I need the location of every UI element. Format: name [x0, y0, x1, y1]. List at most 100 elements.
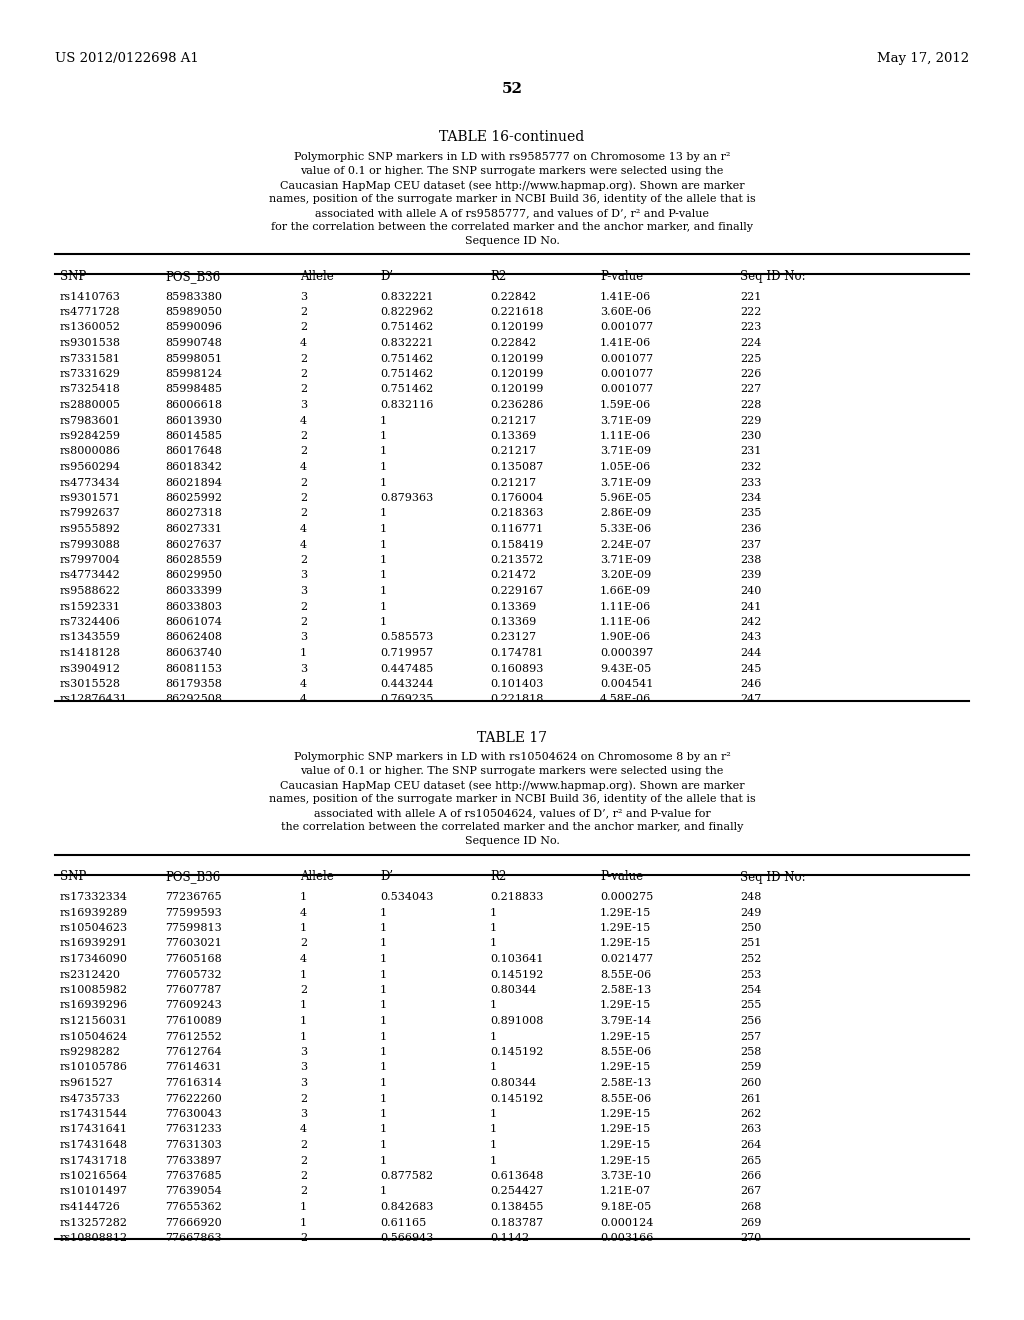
Text: 1.29E-15: 1.29E-15	[600, 1155, 651, 1166]
Text: 2: 2	[300, 432, 307, 441]
Text: 85998124: 85998124	[165, 370, 222, 379]
Text: 1: 1	[380, 1140, 387, 1150]
Text: 1: 1	[380, 1078, 387, 1088]
Text: 2: 2	[300, 508, 307, 519]
Text: rs12876431: rs12876431	[60, 694, 128, 705]
Text: 0.751462: 0.751462	[380, 384, 433, 395]
Text: 86028559: 86028559	[165, 554, 222, 565]
Text: 1: 1	[380, 616, 387, 627]
Text: 1: 1	[380, 1109, 387, 1119]
Text: rs10216564: rs10216564	[60, 1171, 128, 1181]
Text: 1: 1	[380, 923, 387, 933]
Text: 0.103641: 0.103641	[490, 954, 544, 964]
Text: Sequence ID No.: Sequence ID No.	[465, 837, 559, 846]
Text: 4: 4	[300, 694, 307, 705]
Text: 86033803: 86033803	[165, 602, 222, 611]
Text: rs10808812: rs10808812	[60, 1233, 128, 1243]
Text: 1.29E-15: 1.29E-15	[600, 908, 651, 917]
Text: 77633897: 77633897	[165, 1155, 221, 1166]
Text: 77622260: 77622260	[165, 1093, 222, 1104]
Text: 4: 4	[300, 908, 307, 917]
Text: 77639054: 77639054	[165, 1187, 222, 1196]
Text: 86027318: 86027318	[165, 508, 222, 519]
Text: 4: 4	[300, 338, 307, 348]
Text: rs7331581: rs7331581	[60, 354, 121, 363]
Text: 240: 240	[740, 586, 762, 597]
Text: 1.11E-06: 1.11E-06	[600, 616, 651, 627]
Text: 0.183787: 0.183787	[490, 1217, 543, 1228]
Text: 8.55E-06: 8.55E-06	[600, 969, 651, 979]
Text: rs10085982: rs10085982	[60, 985, 128, 995]
Text: the correlation between the correlated marker and the anchor marker, and finally: the correlation between the correlated m…	[281, 822, 743, 833]
Text: rs17431641: rs17431641	[60, 1125, 128, 1134]
Text: P-value: P-value	[600, 271, 643, 282]
Text: rs4144726: rs4144726	[60, 1203, 121, 1212]
Text: 229: 229	[740, 416, 762, 425]
Text: 1.59E-06: 1.59E-06	[600, 400, 651, 411]
Text: rs8000086: rs8000086	[60, 446, 121, 457]
Text: May 17, 2012: May 17, 2012	[877, 51, 969, 65]
Text: 269: 269	[740, 1217, 762, 1228]
Text: 243: 243	[740, 632, 762, 643]
Text: associated with allele A of rs10504624, values of D’, r² and P-value for: associated with allele A of rs10504624, …	[313, 808, 711, 818]
Text: 2: 2	[300, 1187, 307, 1196]
Text: 77630043: 77630043	[165, 1109, 222, 1119]
Text: 234: 234	[740, 492, 762, 503]
Text: 1.29E-15: 1.29E-15	[600, 939, 651, 949]
Text: 238: 238	[740, 554, 762, 565]
Text: 249: 249	[740, 908, 762, 917]
Text: rs17346090: rs17346090	[60, 954, 128, 964]
Text: rs1592331: rs1592331	[60, 602, 121, 611]
Text: Polymorphic SNP markers in LD with rs9585777 on Chromosome 13 by an r²: Polymorphic SNP markers in LD with rs958…	[294, 152, 730, 162]
Text: 267: 267	[740, 1187, 761, 1196]
Text: 0.22842: 0.22842	[490, 292, 537, 301]
Text: 1.29E-15: 1.29E-15	[600, 1031, 651, 1041]
Text: 251: 251	[740, 939, 762, 949]
Text: 4: 4	[300, 678, 307, 689]
Text: 0.120199: 0.120199	[490, 322, 544, 333]
Text: rs16939291: rs16939291	[60, 939, 128, 949]
Text: 0.218363: 0.218363	[490, 508, 544, 519]
Text: 3.71E-09: 3.71E-09	[600, 446, 651, 457]
Text: 1: 1	[380, 554, 387, 565]
Text: 9.18E-05: 9.18E-05	[600, 1203, 651, 1212]
Text: 77666920: 77666920	[165, 1217, 222, 1228]
Text: 1: 1	[380, 954, 387, 964]
Text: 85998485: 85998485	[165, 384, 222, 395]
Text: 3: 3	[300, 632, 307, 643]
Text: 248: 248	[740, 892, 762, 902]
Text: 265: 265	[740, 1155, 762, 1166]
Text: 3: 3	[300, 1063, 307, 1072]
Text: 3.71E-09: 3.71E-09	[600, 554, 651, 565]
Text: 77605732: 77605732	[165, 969, 221, 979]
Text: 0.21217: 0.21217	[490, 446, 537, 457]
Text: 86006618: 86006618	[165, 400, 222, 411]
Text: 0.719957: 0.719957	[380, 648, 433, 657]
Text: 230: 230	[740, 432, 762, 441]
Text: 3.71E-09: 3.71E-09	[600, 416, 651, 425]
Text: 1: 1	[380, 508, 387, 519]
Text: 0.001077: 0.001077	[600, 384, 653, 395]
Text: rs3015528: rs3015528	[60, 678, 121, 689]
Text: POS_B36: POS_B36	[165, 271, 220, 282]
Text: 77612764: 77612764	[165, 1047, 221, 1057]
Text: 0.120199: 0.120199	[490, 384, 544, 395]
Text: rs16939289: rs16939289	[60, 908, 128, 917]
Text: 0.003166: 0.003166	[600, 1233, 653, 1243]
Text: Caucasian HapMap CEU dataset (see http://www.hapmap.org). Shown are marker: Caucasian HapMap CEU dataset (see http:/…	[280, 780, 744, 791]
Text: 1: 1	[300, 1016, 307, 1026]
Text: 0.534043: 0.534043	[380, 892, 433, 902]
Text: 266: 266	[740, 1171, 762, 1181]
Text: 1: 1	[300, 1031, 307, 1041]
Text: 2.58E-13: 2.58E-13	[600, 1078, 651, 1088]
Text: rs7993088: rs7993088	[60, 540, 121, 549]
Text: 85990096: 85990096	[165, 322, 222, 333]
Text: 0.447485: 0.447485	[380, 664, 433, 673]
Text: 2: 2	[300, 322, 307, 333]
Text: for the correlation between the correlated marker and the anchor marker, and fin: for the correlation between the correlat…	[271, 222, 753, 232]
Text: value of 0.1 or higher. The SNP surrogate markers were selected using the: value of 0.1 or higher. The SNP surrogat…	[300, 166, 724, 176]
Text: 0.021477: 0.021477	[600, 954, 653, 964]
Text: 1: 1	[300, 969, 307, 979]
Text: 77610089: 77610089	[165, 1016, 222, 1026]
Text: SNP: SNP	[60, 870, 86, 883]
